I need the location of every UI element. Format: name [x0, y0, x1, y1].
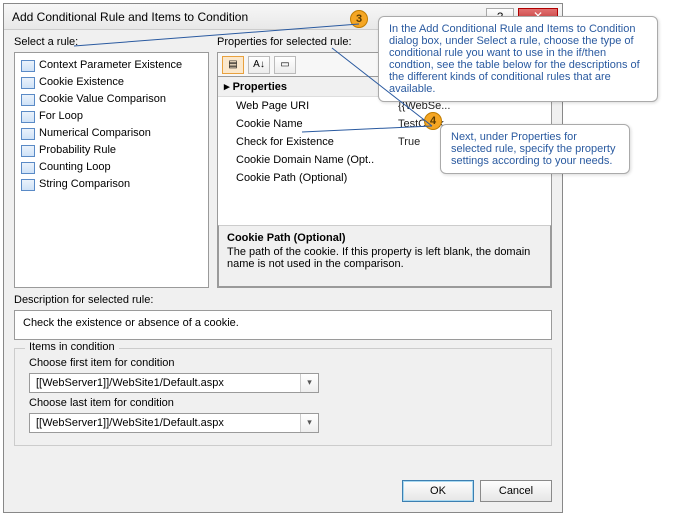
- select-rule-label: Select a rule:: [14, 36, 209, 48]
- alpha-sort-button[interactable]: A↓: [248, 56, 270, 74]
- chevron-down-icon: ▾: [300, 414, 318, 432]
- rule-item-label: String Comparison: [39, 176, 130, 193]
- rule-list[interactable]: Context Parameter ExistenceCookie Existe…: [14, 52, 209, 288]
- chevron-down-icon: ▾: [300, 374, 318, 392]
- rule-icon: [21, 77, 35, 89]
- rule-item[interactable]: String Comparison: [19, 176, 204, 193]
- property-desc-title: Cookie Path (Optional): [227, 232, 542, 244]
- property-description: Cookie Path (Optional) The path of the c…: [218, 225, 551, 287]
- callout-badge-3: 3: [350, 10, 368, 28]
- property-section-label: Properties: [233, 81, 287, 93]
- rule-item-label: Probability Rule: [39, 142, 116, 159]
- rule-item-label: For Loop: [39, 108, 83, 125]
- rule-icon: [21, 145, 35, 157]
- description-text: Check the existence or absence of a cook…: [14, 310, 552, 340]
- button-row: OK Cancel: [4, 472, 562, 512]
- rule-icon: [21, 60, 35, 72]
- rule-item[interactable]: Probability Rule: [19, 142, 204, 159]
- first-item-combo[interactable]: [[WebServer1]]/WebSite1/Default.aspx ▾: [29, 373, 319, 393]
- rule-item-label: Cookie Value Comparison: [39, 91, 166, 108]
- last-item-label: Choose last item for condition: [29, 397, 537, 409]
- property-pages-button[interactable]: ▭: [274, 56, 296, 74]
- property-name: Web Page URI: [218, 100, 398, 112]
- first-item-label: Choose first item for condition: [29, 357, 537, 369]
- callout-3: In the Add Conditional Rule and Items to…: [378, 16, 658, 102]
- property-name: Check for Existence: [218, 136, 398, 148]
- rule-item[interactable]: Cookie Value Comparison: [19, 91, 204, 108]
- ok-button[interactable]: OK: [402, 480, 474, 502]
- rule-item[interactable]: Cookie Existence: [19, 74, 204, 91]
- description-section: Description for selected rule: Check the…: [14, 294, 552, 340]
- rule-item[interactable]: Numerical Comparison: [19, 125, 204, 142]
- property-name: Cookie Path (Optional): [218, 172, 398, 184]
- property-name: Cookie Domain Name (Opt..: [218, 154, 398, 166]
- rule-item-label: Cookie Existence: [39, 74, 124, 91]
- items-fieldset: Items in condition Choose first item for…: [14, 348, 552, 446]
- rule-item[interactable]: For Loop: [19, 108, 204, 125]
- rule-item[interactable]: Context Parameter Existence: [19, 57, 204, 74]
- property-grid: ▸ Properties Web Page URI{{WebSe...Cooki…: [217, 76, 552, 288]
- select-rule-column: Select a rule: Context Parameter Existen…: [14, 36, 209, 288]
- property-desc-text: The path of the cookie. If this property…: [227, 246, 542, 270]
- callout-4: Next, under Properties for selected rule…: [440, 124, 630, 174]
- last-item-combo[interactable]: [[WebServer1]]/WebSite1/Default.aspx ▾: [29, 413, 319, 433]
- items-legend: Items in condition: [25, 341, 119, 353]
- rule-icon: [21, 179, 35, 191]
- rule-item-label: Context Parameter Existence: [39, 57, 182, 74]
- cancel-button[interactable]: Cancel: [480, 480, 552, 502]
- rule-icon: [21, 111, 35, 123]
- rule-item-label: Numerical Comparison: [39, 125, 151, 142]
- last-item-value: [[WebServer1]]/WebSite1/Default.aspx: [30, 417, 300, 429]
- rule-icon: [21, 128, 35, 140]
- description-label: Description for selected rule:: [14, 294, 552, 306]
- property-name: Cookie Name: [218, 118, 398, 130]
- rule-icon: [21, 94, 35, 106]
- first-item-value: [[WebServer1]]/WebSite1/Default.aspx: [30, 377, 300, 389]
- rule-icon: [21, 162, 35, 174]
- rule-item-label: Counting Loop: [39, 159, 111, 176]
- rule-item[interactable]: Counting Loop: [19, 159, 204, 176]
- categorize-button[interactable]: ▤: [222, 56, 244, 74]
